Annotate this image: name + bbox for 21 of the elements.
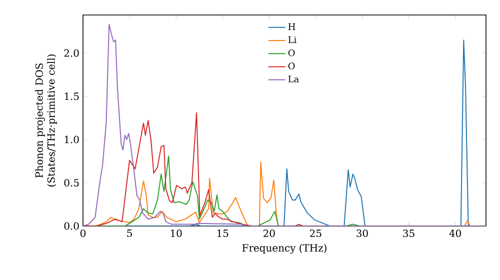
x-tick-label: 15 [217,230,228,238]
x-tick-label: 30 [356,230,368,238]
x-tick-label: 40 [449,230,461,238]
legend-label: Li [288,36,296,44]
y-tick-label: 0.0 [64,222,79,230]
x-tick-label: 10 [170,230,182,238]
y-axis-title: Phonon projected DOS (States/THz·primitive cell) [35,54,57,186]
x-axis-title: Frequency (THz) [242,244,326,254]
x-tick-label: 35 [403,230,414,238]
y-tick-label: 1.5 [64,92,79,100]
x-tick-label: 5 [127,230,132,237]
legend-label: O [288,62,295,70]
legend-label: H [288,23,296,30]
x-tick-label: 25 [310,230,322,238]
legend-label: La [288,76,299,82]
y-tick-label: 1.0 [64,136,79,144]
x-tick-label: 0 [80,230,86,238]
legend-label: O [288,49,295,56]
y-tick-label: 0.5 [64,178,79,187]
x-tick-label: 20 [263,230,275,238]
y-tick-label: 2.0 [64,49,79,57]
